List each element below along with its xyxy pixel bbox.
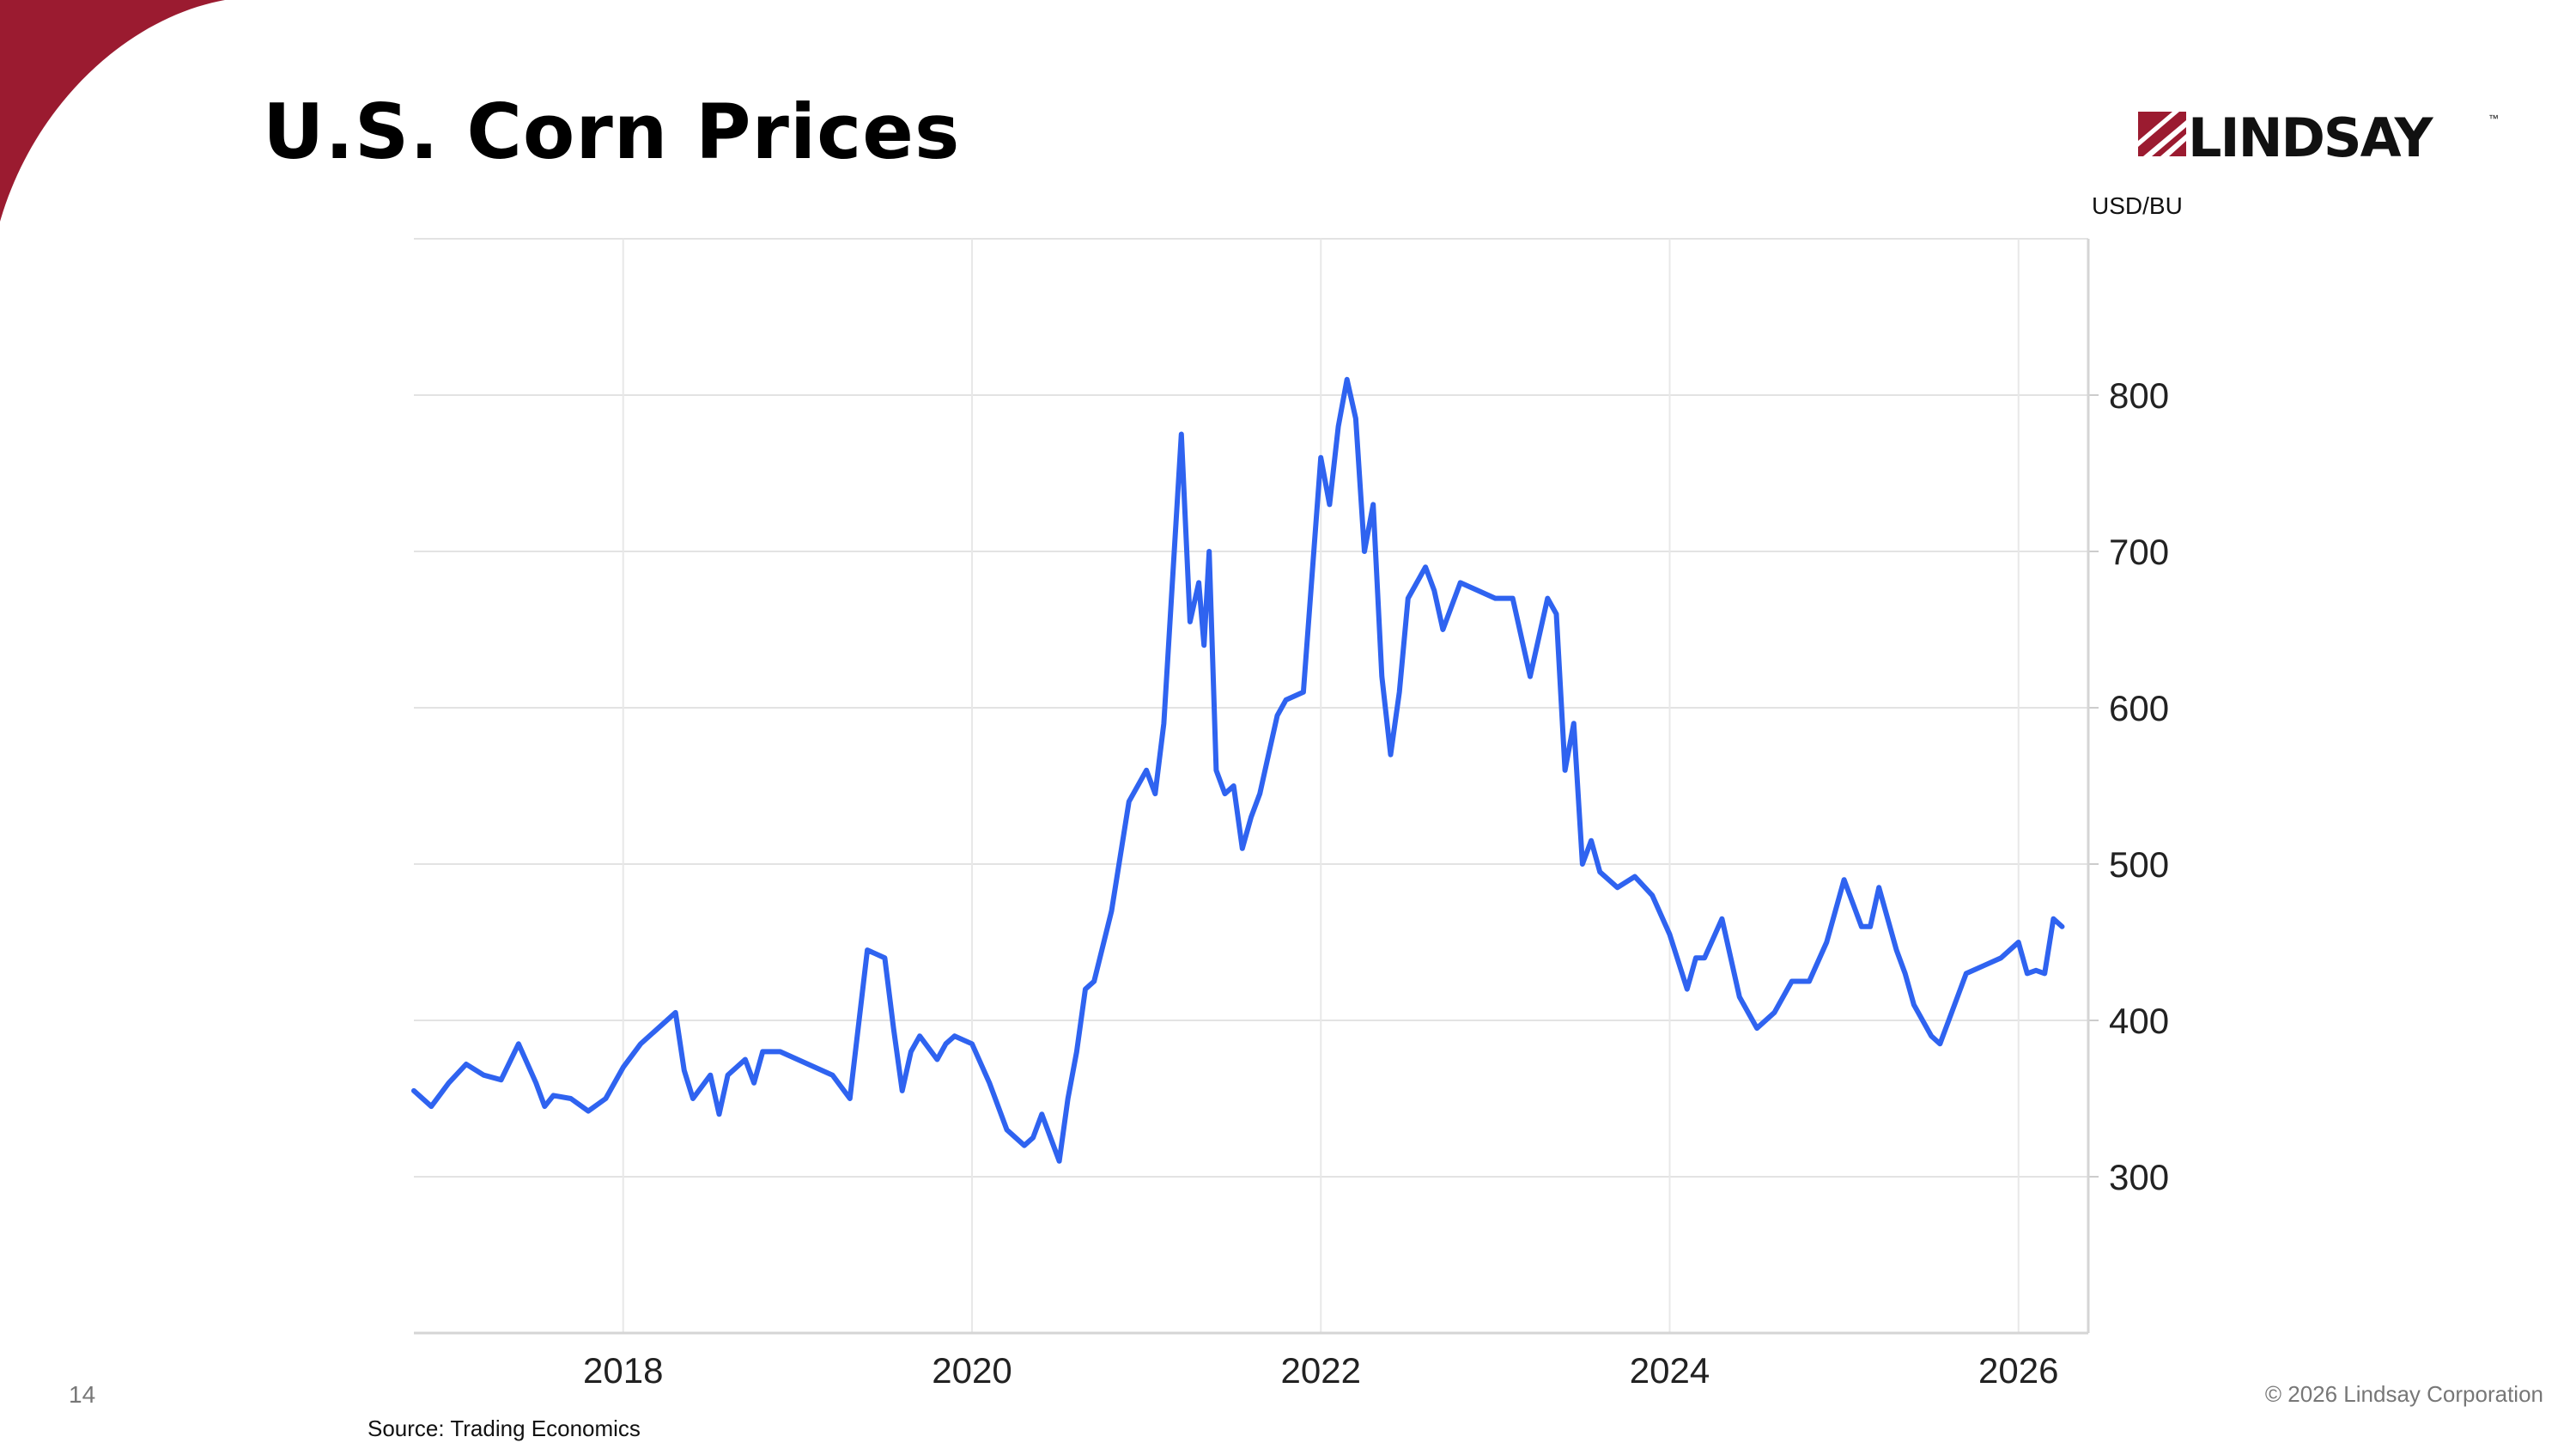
y-tick-label: 400 xyxy=(2109,1001,2169,1041)
y-tick-label: 700 xyxy=(2109,532,2169,572)
x-tick-label: 2024 xyxy=(1630,1350,1710,1391)
logo-trademark: ™ xyxy=(2488,113,2499,125)
x-tick-label: 2020 xyxy=(932,1350,1012,1391)
corner-decoration xyxy=(0,0,225,222)
logo-text: LINDSAY xyxy=(2188,107,2434,167)
y-tick-label: 600 xyxy=(2109,688,2169,728)
corn-price-line xyxy=(411,376,2065,1164)
y-axis-unit-label: USD/BU xyxy=(2092,192,2183,219)
x-tick-label: 2026 xyxy=(1978,1350,2058,1391)
slide-title: U.S. Corn Prices xyxy=(263,88,961,176)
y-tick-label: 300 xyxy=(2109,1157,2169,1197)
lindsay-logo: LINDSAY ™ xyxy=(2138,107,2507,171)
y-tick-label: 800 xyxy=(2109,375,2169,416)
source-note: Source: Trading Economics xyxy=(368,1416,641,1441)
copyright-notice: © 2026 Lindsay Corporation xyxy=(2264,1381,2543,1407)
x-tick-label: 2022 xyxy=(1281,1350,1361,1391)
page-number: 14 xyxy=(69,1381,96,1408)
logo-mark-icon xyxy=(2138,112,2186,156)
y-tick-label: 500 xyxy=(2109,844,2169,885)
x-tick-label: 2018 xyxy=(583,1350,663,1391)
